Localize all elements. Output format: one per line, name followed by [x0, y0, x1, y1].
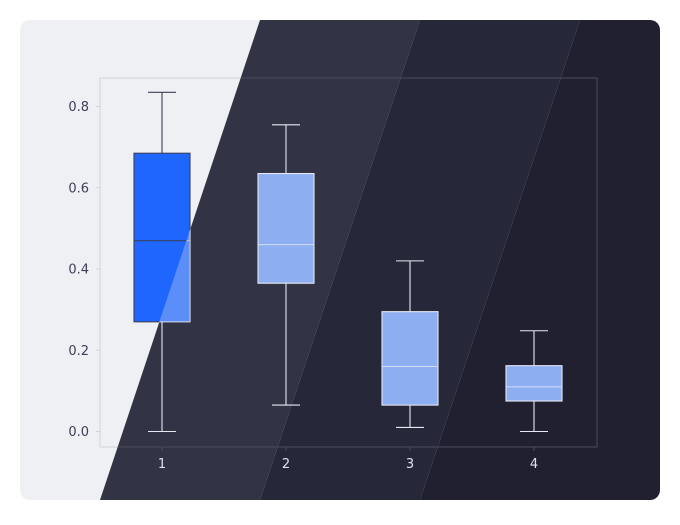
plot-frame [99, 77, 260, 448]
y-tick-label: 0.4 [68, 263, 89, 278]
x-tick-label: 1 [158, 457, 166, 472]
box-group [505, 330, 563, 433]
y-tick-label: 0.6 [68, 181, 89, 196]
y-tick-label: 0.8 [68, 100, 89, 115]
box-rect [257, 172, 315, 284]
x-tick-label: 3 [406, 457, 414, 472]
y-tick-label: 0.2 [68, 344, 89, 359]
background-panels [20, 20, 660, 500]
x-tick-label: 2 [282, 457, 290, 472]
plot-frame [100, 77, 598, 448]
box-rect [505, 365, 563, 402]
y-tick-label: 0.0 [68, 425, 89, 440]
dark-band-2 [260, 20, 580, 500]
x-tick-label: 4 [530, 457, 538, 472]
dark-band-3 [420, 20, 660, 500]
box-group [257, 124, 315, 406]
box-group [381, 260, 439, 428]
box-rect [381, 311, 439, 406]
